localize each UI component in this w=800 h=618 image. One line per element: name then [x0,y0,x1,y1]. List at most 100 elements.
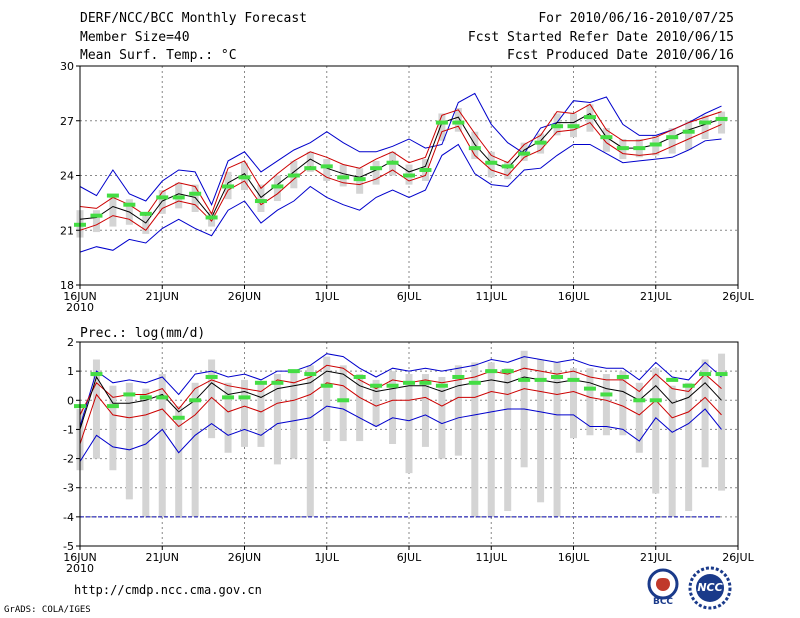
ncc-logo: NCC [687,566,733,610]
temp-climate-marker [304,166,317,171]
temp-spread-box [158,190,166,214]
prec-xtick-label: 21JUL [640,551,672,564]
prec-spread-box [718,353,726,491]
prec-climate-marker [370,383,383,388]
prec-spread-box [191,382,199,517]
prec-climate-marker [567,377,580,382]
prec-ytick-label: -1 [63,423,74,436]
prec-climate-marker [551,374,564,379]
temp-climate-marker [205,215,218,220]
prec-mean-line [79,370,722,430]
prec-max-line [79,353,722,427]
prec-spread-box [125,382,133,500]
prec-spread-box [175,406,183,517]
prec-spread-box [356,374,364,442]
temp-climate-marker [699,120,712,125]
temp-climate-marker [633,146,646,151]
prec-climate-marker [699,372,712,377]
prec-climate-marker [189,398,202,403]
temp-climate-marker [518,151,531,156]
temp-spread-box [454,107,462,132]
prec-climate-marker [222,395,235,400]
footer-url[interactable]: http://cmdp.ncc.cma.gov.cn [74,583,262,597]
prec-spread-box [257,382,265,447]
prec-spread-box [652,368,660,494]
prec-climate-marker [353,374,366,379]
prec-xtick-label: 6JUL [397,551,422,564]
temp-climate-marker [139,211,152,216]
temp-xtick-label: 26JUN [228,290,262,303]
temp-ytick-label: 27 [60,115,74,128]
prec-climate-marker [616,374,629,379]
prec-xtick-label: 21JUN [145,551,179,564]
prec-climate-marker [633,398,646,403]
prec-climate-marker [386,383,399,388]
precip-subtitle: Prec.: log(mm/d) [80,326,205,341]
ncc-logo-globe [696,574,724,602]
prec-xtick-label: 26JUN [228,551,262,564]
prec-ytick-label: 1 [67,365,74,378]
temp-mean-line [79,112,722,224]
temp-climate-marker [238,175,251,180]
temp-spread-box [718,111,726,134]
temp-climate-marker [287,173,300,178]
member-size: Member Size=40 [80,30,190,45]
temp-climate-marker [501,164,514,169]
temp-climate-marker [485,160,498,165]
prec-upper-line [79,364,722,416]
variable-label: Mean Surf. Temp.: °C [80,48,237,63]
temp-spread-box [668,128,676,154]
prec-climate-marker [172,415,185,420]
prec-spread-box [668,385,676,517]
prec-climate-marker [403,380,415,385]
temp-climate-marker [370,166,383,171]
temp-climate-marker [123,202,136,207]
temp-upper-line [79,103,722,217]
prec-climate-marker [583,386,596,391]
prec-ytick-label: -3 [63,482,74,495]
ncc-logo-text: NCC [697,581,723,594]
bcc-logo-swoosh [652,576,674,581]
temp-spread-box [306,151,314,172]
chart-title: DERF/NCC/BCC Monthly Forecast [80,11,307,26]
prec-spread-box [389,371,397,444]
prec-climate-marker [435,383,448,388]
prec-panel: -5 -4 -3 -2 -1 0 1 2 16JUN 21JUN 26JUN 1JUL 6JUL 11JU… [63,326,755,575]
prec-spread-box [685,382,693,512]
temp-climate-marker [468,146,481,151]
prec-climate-marker [649,398,662,403]
temp-climate-marker [435,120,448,125]
temp-spread-box [685,120,693,150]
temp-climate-marker [666,135,679,140]
bcc-logo-text: BCC [652,597,674,607]
prec-climate-marker [600,392,613,397]
temp-climate-marker [616,146,629,151]
prec-climate-marker [468,380,481,385]
temp-climate-marker [649,142,662,147]
prec-spread-box [619,371,627,436]
temp-xtick-label: 16JUL [558,290,590,303]
temp-climate-marker [90,213,103,218]
temp-spread-box [92,210,100,233]
prec-spread-box [421,374,429,447]
prec-spread-box [339,365,347,442]
temp-xtick-label: 21JUL [640,290,672,303]
temp-climate-marker [320,164,333,169]
temp-ytick-label: 21 [60,224,74,237]
prec-climate-marker [534,377,547,382]
bcc-logo: BCC [641,566,685,608]
prec-spread-box [273,374,281,465]
prec-ytick-label: -4 [63,511,74,524]
temp-xtick-label: 1JUL [315,290,340,303]
temp-climate-marker [600,135,613,140]
temp-xtick-label: 16JUN [63,290,97,303]
temp-xtick-label: 21JUN [145,290,179,303]
prec-spread-box [454,365,462,456]
prec-climate-marker [682,383,695,388]
temp-spread-box [504,160,512,180]
prec-spread-box [471,362,479,517]
prec-spread-box [701,359,709,468]
prec-spread-box [158,374,166,517]
temp-min-line [79,138,722,253]
